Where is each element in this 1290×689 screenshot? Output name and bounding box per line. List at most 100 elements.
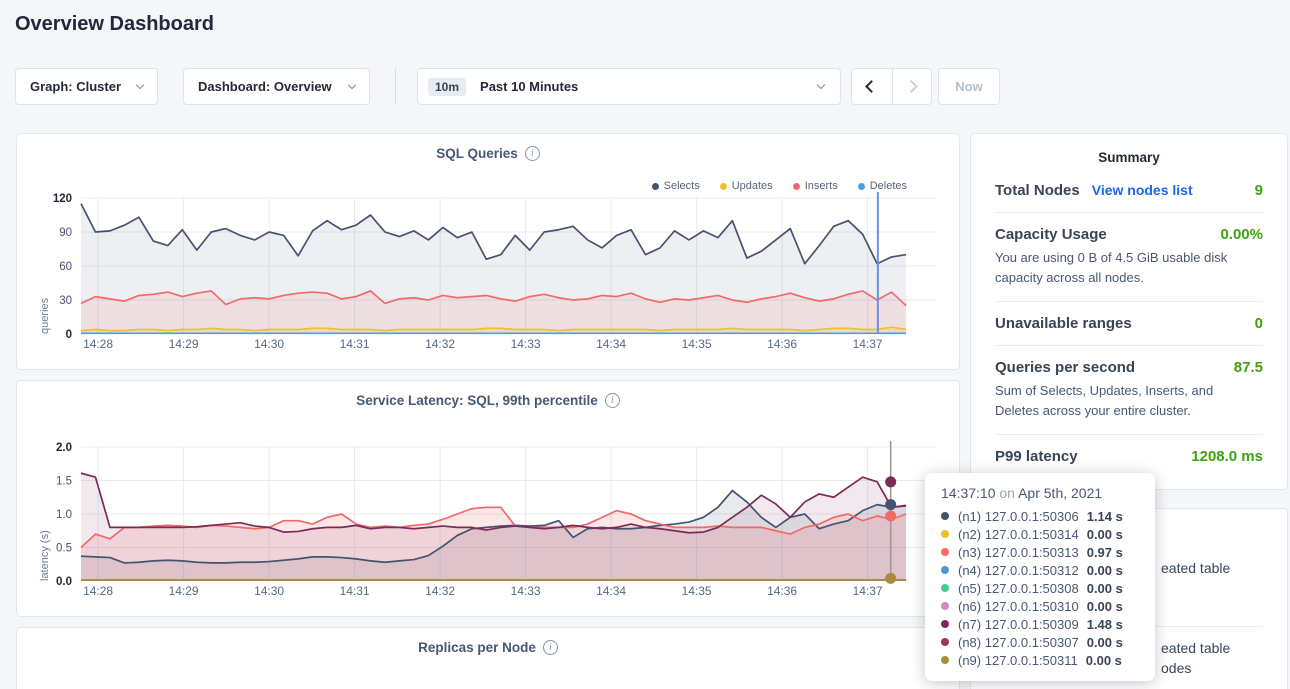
info-icon[interactable]: i [604,393,620,408]
series-color-dot [941,530,949,538]
tooltip-node-value: 0.00 s [1086,562,1123,578]
svg-text:1.0: 1.0 [56,509,72,521]
svg-text:14:31: 14:31 [340,337,370,351]
svg-text:14:30: 14:30 [254,337,284,351]
series-color-dot [941,638,949,646]
legend-item-deletes[interactable]: Deletes [857,180,907,192]
info-icon[interactable]: i [542,640,558,655]
event-item-fragment[interactable]: eated table [1161,640,1231,656]
sql-chart-plot[interactable]: 0 30 60 90 120 14:28 14:29 14:30 14:31 14:32 14:33… [17,186,961,364]
chart-title-service-latency: Service Latency: SQL, 99th percentile i [17,393,959,408]
legend-label: Deletes [869,180,907,192]
tooltip-timestamp: 14:37:10 on Apr 5th, 2021 [941,485,1103,501]
series-color-dot [941,548,949,556]
summary-row-label: Queries per second [995,359,1136,376]
legend-item-updates[interactable]: Updates [719,180,773,192]
svg-text:2.0: 2.0 [56,442,72,454]
tooltip-node-value: 0.00 s [1085,652,1122,668]
svg-text:90: 90 [59,227,72,239]
svg-text:14:35: 14:35 [682,584,712,598]
series-color-dot [941,512,949,520]
now-button[interactable]: Now [938,68,1000,105]
event-item-fragment[interactable]: eated table [1161,560,1231,576]
event-item-fragment[interactable]: odes [1161,660,1192,676]
info-icon[interactable]: i [524,146,540,161]
toolbar-divider [395,68,396,105]
prev-time-button[interactable] [852,69,892,104]
legend-item-inserts[interactable]: Inserts [792,180,838,192]
tooltip-node-value: 1.48 s [1086,616,1123,632]
summary-row-value: 0.00% [1220,226,1263,243]
legend-item-selects[interactable]: Selects [651,180,700,192]
series-color-dot [941,602,949,610]
time-range-label: Past 10 Minutes [480,79,579,94]
legend-label: Selects [663,180,700,192]
tooltip-row: (n5) 127.0.0.1:50308 0.00 s [941,579,1141,597]
summary-row-value: 1208.0 ms [1191,448,1263,465]
chart-title-sql-queries: SQL Queries i [17,146,959,161]
tooltip-row: (n8) 127.0.0.1:50307 0.00 s [941,633,1141,651]
replicas-per-node-card: Replicas per Node i [16,627,960,689]
view-nodes-list-link[interactable]: View nodes list [1091,182,1193,198]
summary-panel: Summary Total Nodes View nodes list 9 Capac… [970,133,1288,490]
summary-row-label: P99 latency [995,448,1078,465]
svg-text:14:34: 14:34 [596,584,626,598]
svg-text:14:32: 14:32 [425,584,455,598]
legend-label: Updates [731,180,773,192]
page-title: Overview Dashboard [15,13,214,35]
tooltip-node-label: (n1) 127.0.0.1:50306 [958,508,1079,524]
legend-color-dot [792,182,800,190]
svg-text:14:29: 14:29 [169,337,199,351]
svg-text:14:37: 14:37 [853,337,883,351]
summary-row: Queries per second 87.5 Sum of Selects, Up… [995,345,1263,434]
tooltip-row: (n2) 127.0.0.1:50314 0.00 s [941,525,1141,543]
tooltip-node-value: 1.14 s [1086,508,1123,524]
summary-row-description: Sum of Selects, Updates, Inserts, and De… [995,383,1214,418]
dashboard-dropdown-label: Dashboard: Overview [198,79,332,94]
svg-text:30: 30 [59,295,72,307]
summary-row-label: Capacity Usage [995,226,1107,243]
time-range-dropdown[interactable]: 10m Past 10 Minutes [417,68,841,105]
graph-dropdown[interactable]: Graph: Cluster [15,68,158,105]
summary-row: Unavailable ranges 0 [995,301,1263,345]
summary-row-value: 9 [1254,182,1263,199]
summary-row: P99 latency 1208.0 ms [995,434,1263,478]
next-time-button[interactable] [891,69,932,104]
chart-legend: Selects Updates Inserts Deletes [651,180,907,192]
time-range-badge: 10m [428,77,467,96]
svg-text:14:30: 14:30 [254,584,284,598]
tooltip-row: (n4) 127.0.0.1:50312 0.00 s [941,561,1141,579]
summary-row-label: Unavailable ranges [995,315,1132,332]
tooltip-node-value: 0.00 s [1086,634,1123,650]
svg-text:60: 60 [59,261,72,273]
tooltip-node-label: (n5) 127.0.0.1:50308 [958,580,1079,596]
summary-row: Total Nodes View nodes list 9 [995,169,1263,212]
svg-text:14:29: 14:29 [169,584,199,598]
svg-text:14:33: 14:33 [511,337,541,351]
tooltip-row: (n9) 127.0.0.1:50311 0.00 s [941,651,1141,669]
svg-text:14:28: 14:28 [83,584,113,598]
svg-text:14:36: 14:36 [767,584,797,598]
tooltip-node-label: (n8) 127.0.0.1:50307 [958,634,1079,650]
series-color-dot [941,656,949,664]
latency-chart-plot[interactable]: 0.0 0.5 1.0 1.5 2.0 14:28 14:29 14:30 14:31 14:32… [17,433,961,611]
tooltip-node-label: (n4) 127.0.0.1:50312 [958,562,1079,578]
dashboard-dropdown[interactable]: Dashboard: Overview [183,68,370,105]
summary-row-value: 87.5 [1233,359,1263,376]
svg-text:0: 0 [66,329,72,341]
tooltip-node-label: (n2) 127.0.0.1:50314 [958,526,1079,542]
chart-hover-tooltip: 14:37:10 on Apr 5th, 2021 (n1) 127.0.0.1… [925,473,1155,681]
chevron-down-icon [135,80,145,90]
series-color-dot [941,584,949,592]
graph-dropdown-label: Graph: Cluster [30,79,122,94]
tooltip-node-label: (n7) 127.0.0.1:50309 [958,616,1079,632]
tooltip-node-value: 0.00 s [1086,598,1123,614]
summary-title: Summary [1098,150,1160,165]
svg-text:14:31: 14:31 [340,584,370,598]
legend-color-dot [651,182,659,190]
service-latency-card: Service Latency: SQL, 99th percentile i … [16,380,960,617]
tooltip-row: (n7) 127.0.0.1:50309 1.48 s [941,615,1141,633]
tooltip-node-value: 0.00 s [1086,526,1123,542]
chevron-right-icon [905,80,919,93]
now-button-label: Now [955,79,983,94]
